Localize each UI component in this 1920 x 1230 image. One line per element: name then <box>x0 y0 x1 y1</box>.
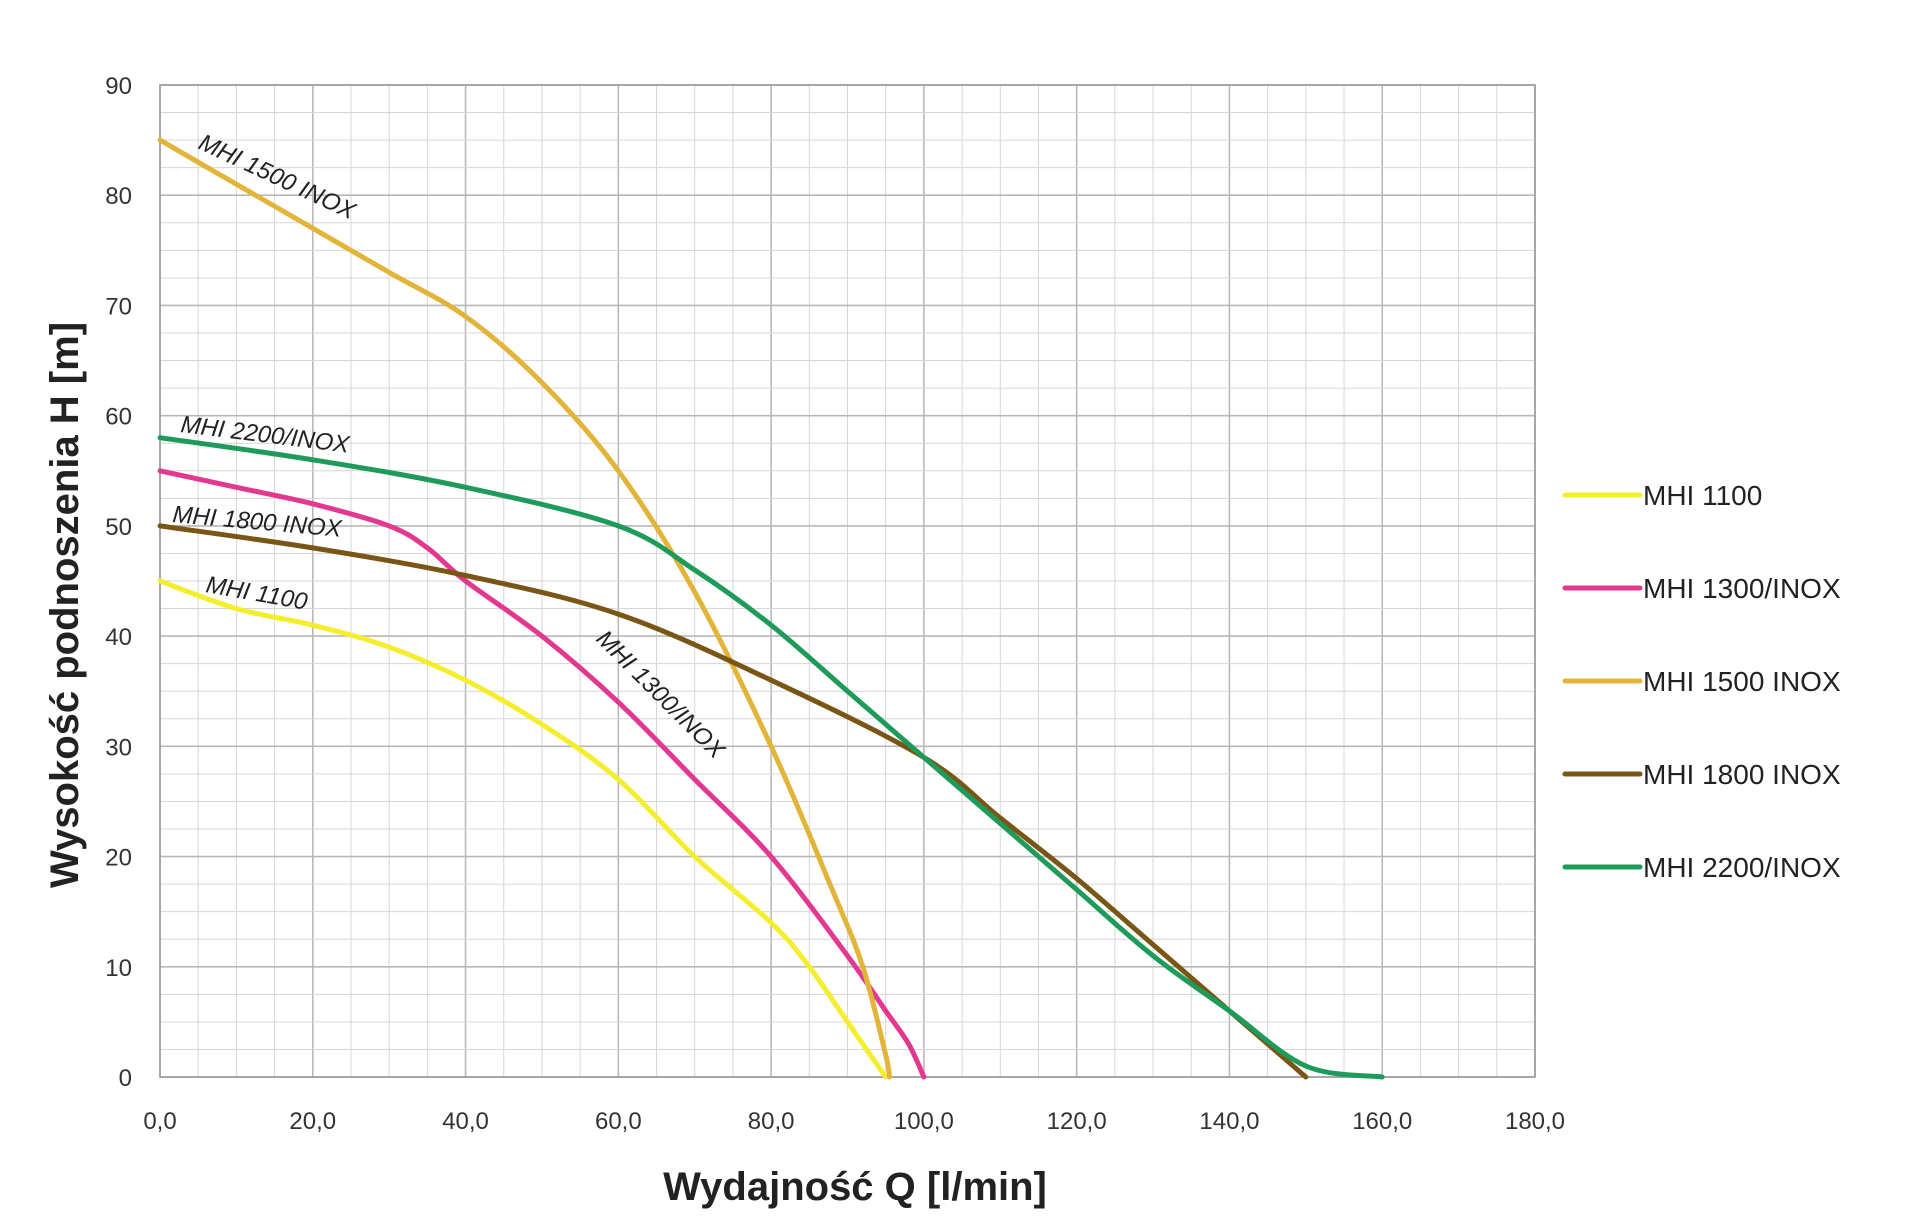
legend-label-mhi-1100: MHI 1100 <box>1643 480 1762 511</box>
x-axis-title: Wydajność Q [l/min] <box>663 1165 1047 1209</box>
x-tick-label: 80,0 <box>748 1108 795 1135</box>
y-tick-label: 80 <box>105 183 132 210</box>
series-lines <box>157 137 1385 1080</box>
x-tick-label: 180,0 <box>1505 1108 1565 1135</box>
y-tick-label: 90 <box>105 73 132 100</box>
series-line-mhi-1800-inox <box>157 523 1309 1080</box>
legend-label-mhi-1500-inox: MHI 1500 INOX <box>1643 666 1841 697</box>
x-tick-label: 140,0 <box>1199 1108 1259 1135</box>
y-axis-title: Wysokość podnoszenia H [m] <box>43 322 87 888</box>
series-line-mhi-1100 <box>157 578 889 1080</box>
x-tick-label: 100,0 <box>894 1108 954 1135</box>
y-tick-label: 20 <box>105 845 132 872</box>
series-line-mhi-2200-inox <box>157 435 1385 1080</box>
y-tick-label: 70 <box>105 293 132 320</box>
legend-label-mhi-1300-inox: MHI 1300/INOX <box>1643 573 1841 604</box>
tick-labels: 0,0 20,0 40,0 60,0 80,0 100,0 120,0 140,0 160,0 1… <box>105 73 1565 1135</box>
x-tick-label: 120,0 <box>1047 1108 1107 1135</box>
x-tick-label: 60,0 <box>595 1108 642 1135</box>
y-tick-label: 50 <box>105 514 132 541</box>
x-tick-label: 0,0 <box>143 1108 176 1135</box>
x-tick-label: 160,0 <box>1352 1108 1412 1135</box>
y-tick-label: 30 <box>105 734 132 761</box>
legend-label-mhi-1800-inox: MHI 1800 INOX <box>1643 759 1841 790</box>
x-tick-label: 20,0 <box>289 1108 336 1135</box>
x-tick-label: 40,0 <box>442 1108 489 1135</box>
legend-label-mhi-2200-inox: MHI 2200/INOX <box>1643 852 1841 883</box>
y-tick-label: 10 <box>105 955 132 982</box>
y-tick-label: 60 <box>105 404 132 431</box>
curve-label-mhi-1100: MHI 1100 <box>204 571 310 615</box>
series-line-mhi-1500-inox <box>157 137 892 1080</box>
y-tick-label: 0 <box>119 1065 132 1092</box>
legend: MHI 1100 MHI 1300/INOX MHI 1500 INOX MHI 18… <box>1562 480 1841 883</box>
y-tick-label: 40 <box>105 624 132 651</box>
